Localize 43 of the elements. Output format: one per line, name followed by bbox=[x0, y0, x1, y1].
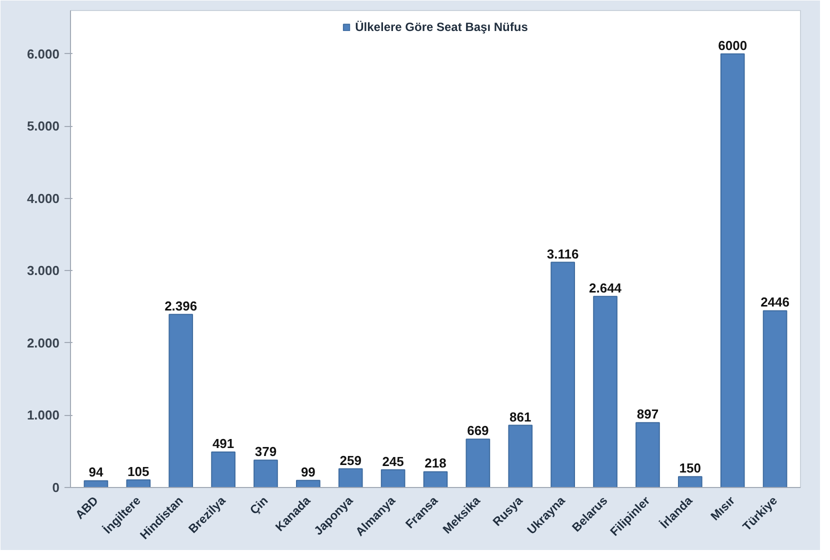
bar bbox=[296, 480, 320, 488]
bar bbox=[508, 424, 533, 488]
bar bbox=[678, 476, 702, 488]
data-label: 259 bbox=[340, 452, 362, 468]
data-label: 218 bbox=[424, 456, 446, 471]
bar bbox=[338, 468, 363, 488]
bar bbox=[466, 438, 490, 488]
data-label: 669 bbox=[467, 423, 489, 438]
data-label: 861 bbox=[510, 409, 532, 424]
data-label: 94 bbox=[88, 464, 104, 480]
bar bbox=[84, 480, 108, 488]
y-tick-label: 3.000 bbox=[26, 263, 60, 278]
data-label: 897 bbox=[636, 406, 659, 422]
data-label: 491 bbox=[212, 436, 234, 452]
data-label: 150 bbox=[679, 460, 702, 476]
bar bbox=[636, 422, 660, 488]
y-tick-label: 5.000 bbox=[26, 118, 60, 134]
data-label: 2.396 bbox=[164, 298, 198, 314]
bar bbox=[254, 460, 278, 488]
y-tick-label: 6.000 bbox=[26, 46, 60, 62]
bar bbox=[720, 53, 745, 488]
data-label: 6000 bbox=[718, 38, 748, 53]
bar bbox=[423, 471, 448, 488]
data-label: 105 bbox=[128, 464, 150, 479]
y-tick-label: 0 bbox=[52, 480, 60, 495]
bar bbox=[380, 469, 406, 488]
y-tick-label: 2.000 bbox=[26, 335, 60, 350]
bar bbox=[550, 262, 575, 488]
bar bbox=[762, 310, 788, 488]
y-tick-label: 1.000 bbox=[26, 408, 60, 423]
data-label: 3.116 bbox=[546, 246, 579, 262]
bar bbox=[168, 314, 194, 488]
data-label: 379 bbox=[254, 444, 277, 460]
y-tick-label: 4.000 bbox=[26, 190, 60, 206]
x-tick-label: Çin bbox=[247, 494, 271, 518]
data-label: 2446 bbox=[760, 294, 790, 310]
data-label: 245 bbox=[382, 454, 404, 469]
bar bbox=[126, 479, 151, 488]
data-label: 99 bbox=[300, 464, 316, 480]
legend-label: Ülkelere Göre Seat Başı Nüfus bbox=[355, 20, 528, 34]
bar bbox=[211, 452, 236, 488]
data-label: 2.644 bbox=[589, 280, 622, 296]
bar bbox=[593, 296, 618, 488]
